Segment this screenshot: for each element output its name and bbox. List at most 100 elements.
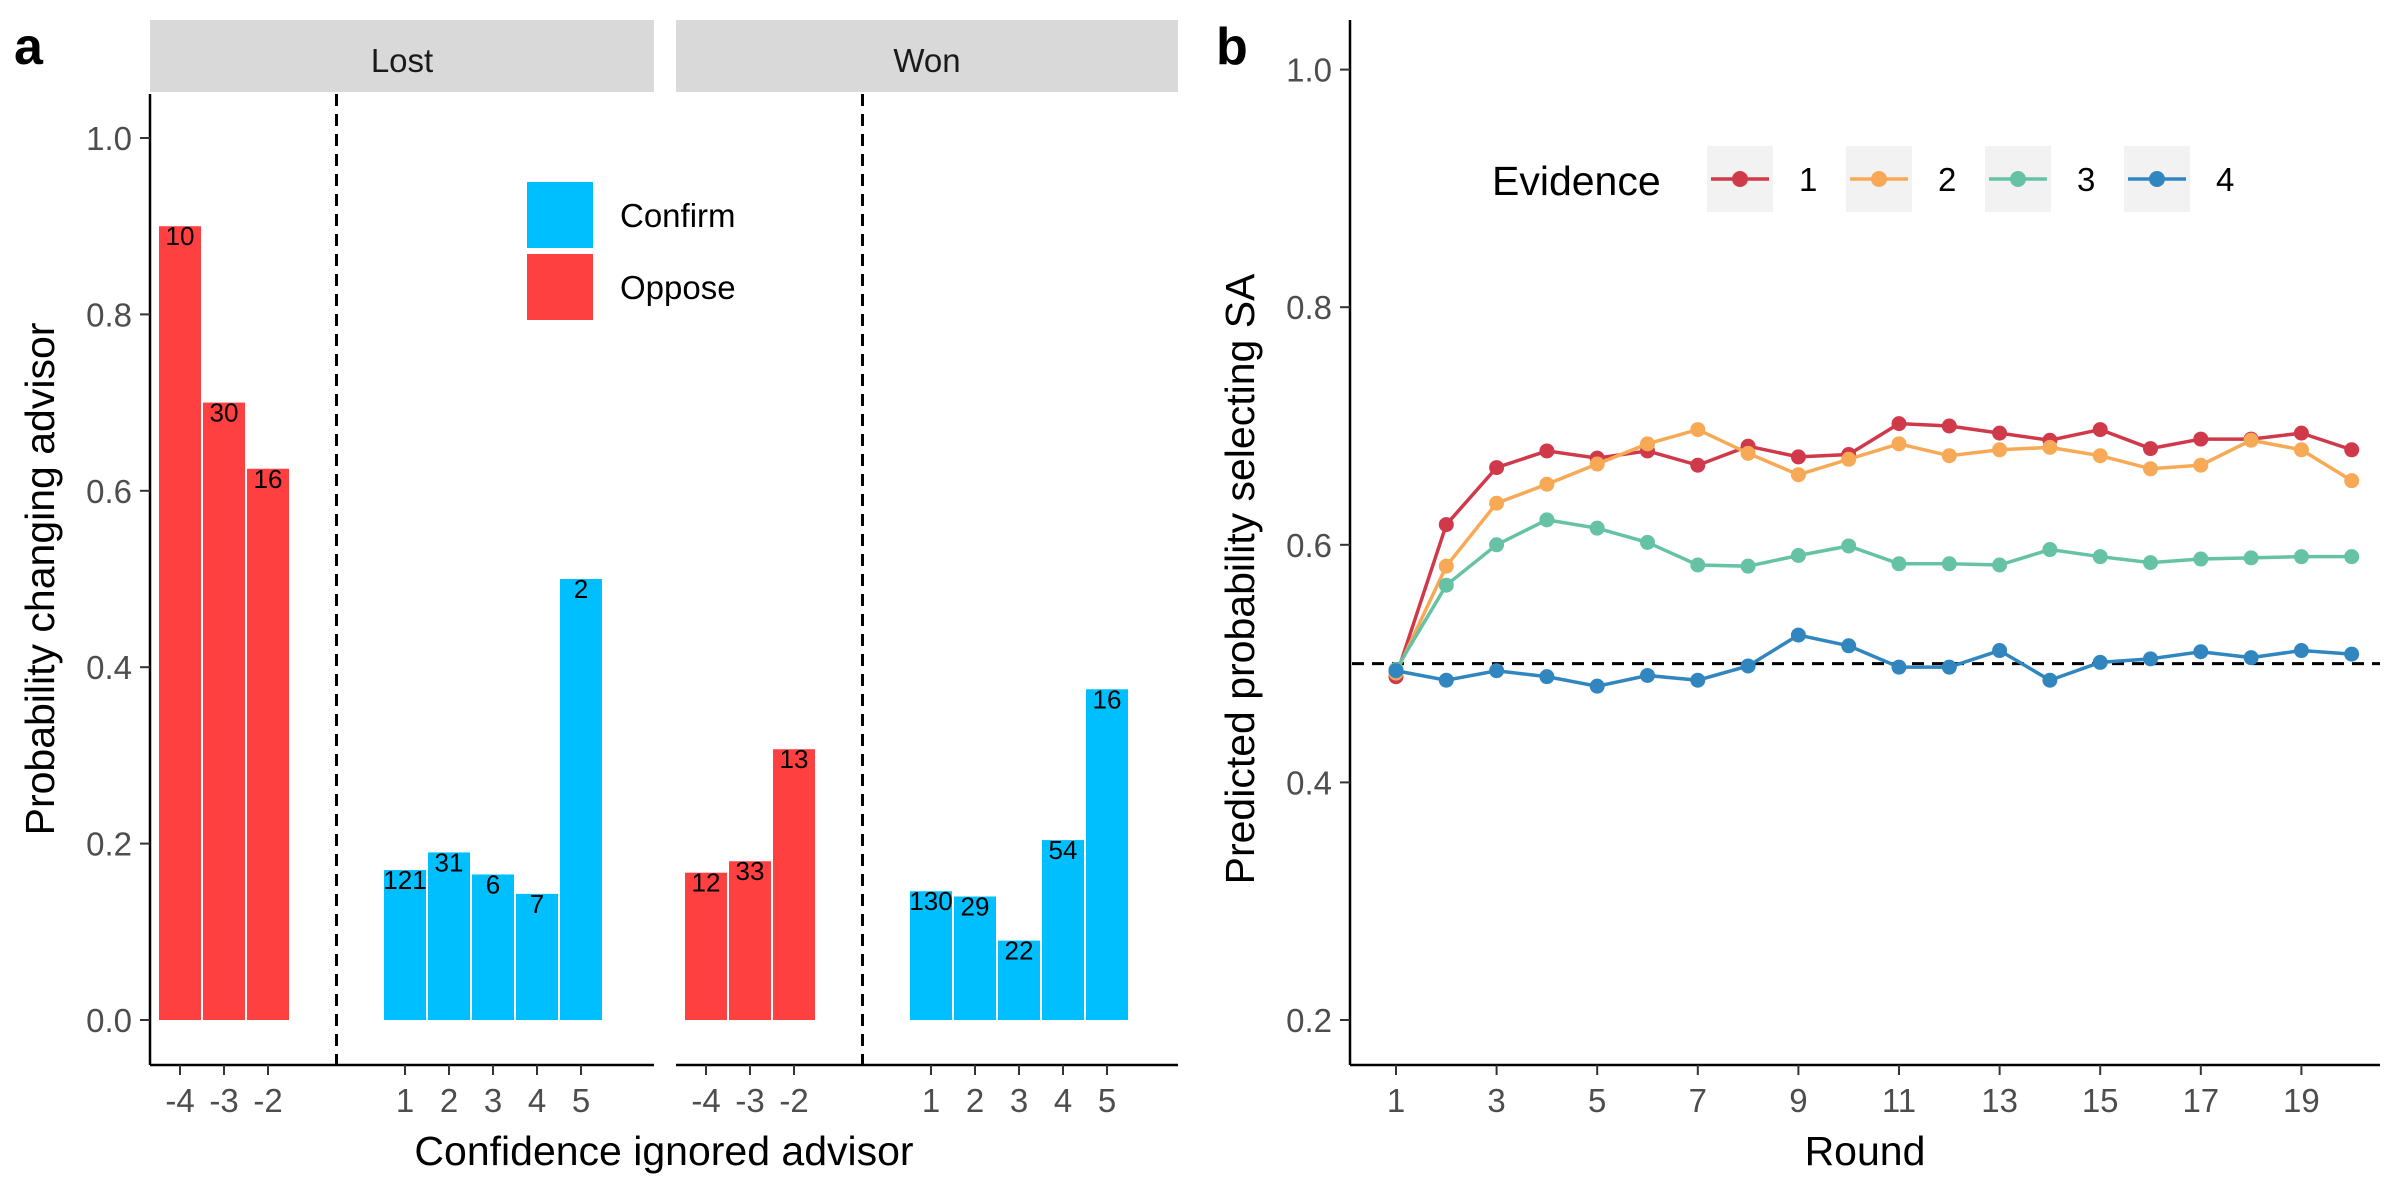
x-tick-label: 4 bbox=[528, 1082, 546, 1119]
data-point bbox=[1438, 517, 1454, 533]
data-point bbox=[2293, 425, 2309, 441]
bar-count-label: 16 bbox=[1093, 684, 1122, 714]
data-point bbox=[1841, 638, 1857, 654]
data-point bbox=[1589, 456, 1605, 472]
panel-letter-b: b bbox=[1216, 18, 1248, 76]
x-tick-label: -4 bbox=[165, 1082, 194, 1119]
data-point bbox=[2042, 439, 2058, 455]
facet-strip bbox=[676, 20, 1178, 92]
x-tick-label: 9 bbox=[1789, 1082, 1807, 1119]
data-point bbox=[1388, 663, 1404, 679]
bar bbox=[516, 893, 558, 1020]
x-axis-title: Confidence ignored advisor bbox=[414, 1128, 913, 1174]
data-point bbox=[1539, 669, 1555, 685]
bar bbox=[472, 874, 514, 1020]
x-tick-label: 3 bbox=[1487, 1082, 1505, 1119]
data-point bbox=[2293, 643, 2309, 659]
y-tick-label: 1.0 bbox=[1286, 52, 1332, 89]
y-tick-label: 0.2 bbox=[86, 826, 132, 863]
x-tick-label: 2 bbox=[966, 1082, 984, 1119]
data-point bbox=[2143, 555, 2158, 571]
data-point bbox=[2193, 431, 2209, 447]
data-point bbox=[2143, 461, 2158, 477]
bar bbox=[560, 579, 602, 1020]
x-tick-label: 4 bbox=[1054, 1082, 1072, 1119]
x-tick-label: -2 bbox=[779, 1082, 808, 1119]
x-tick-label: -4 bbox=[691, 1082, 720, 1119]
legend-label: Oppose bbox=[620, 269, 736, 306]
data-point bbox=[2193, 644, 2209, 660]
bar-count-label: 2 bbox=[574, 574, 588, 604]
x-tick-label: 13 bbox=[1981, 1082, 2018, 1119]
data-point bbox=[1992, 643, 2008, 659]
legend-label: 4 bbox=[2216, 161, 2234, 198]
data-point bbox=[2243, 550, 2259, 566]
bar-count-label: 16 bbox=[254, 464, 283, 494]
x-tick-label: 1 bbox=[1387, 1082, 1405, 1119]
y-axis-title: Predicted probability selecting SA bbox=[1217, 273, 1263, 884]
bar-count-label: 10 bbox=[166, 221, 195, 251]
data-point bbox=[1992, 442, 2008, 458]
data-point bbox=[1690, 422, 1706, 438]
data-point bbox=[1790, 467, 1806, 483]
bar bbox=[729, 861, 771, 1020]
data-point bbox=[1690, 557, 1706, 573]
bar-count-label: 54 bbox=[1049, 835, 1078, 865]
data-point bbox=[1891, 416, 1907, 432]
x-tick-label: -3 bbox=[209, 1082, 238, 1119]
x-tick-label: -3 bbox=[735, 1082, 764, 1119]
bar-count-label: 130 bbox=[909, 886, 952, 916]
data-point bbox=[2344, 473, 2360, 489]
data-point bbox=[2344, 646, 2360, 662]
data-point bbox=[1790, 627, 1806, 643]
x-tick-label: 11 bbox=[1882, 1082, 1916, 1119]
data-point bbox=[1941, 659, 1957, 675]
x-tick-label: 3 bbox=[1010, 1082, 1028, 1119]
data-point bbox=[2193, 551, 2209, 567]
y-tick-label: 0.4 bbox=[86, 649, 132, 686]
y-tick-label: 0.2 bbox=[1286, 1002, 1332, 1039]
bar-count-label: 29 bbox=[961, 892, 990, 922]
data-point bbox=[2344, 442, 2360, 458]
data-point bbox=[1438, 558, 1454, 574]
panel-b: b0.20.40.60.81.01 3 5 7 9 11 13 15 17 19RoundPred… bbox=[1216, 18, 2380, 1174]
x-tick-label: 19 bbox=[2283, 1082, 2320, 1119]
panel-letter-a: a bbox=[14, 18, 44, 76]
data-point bbox=[1539, 476, 1555, 492]
bar bbox=[247, 468, 289, 1020]
legend-swatch bbox=[527, 182, 593, 248]
data-point bbox=[1589, 520, 1605, 536]
data-point bbox=[2092, 654, 2108, 670]
x-axis-title: Round bbox=[1805, 1128, 1926, 1174]
data-point bbox=[1640, 436, 1655, 452]
bar bbox=[1042, 840, 1084, 1020]
data-point bbox=[1690, 457, 1706, 473]
data-point bbox=[1941, 556, 1957, 572]
bar-count-label: 121 bbox=[383, 865, 426, 895]
bar-count-label: 30 bbox=[210, 398, 239, 428]
series-line bbox=[1394, 427, 2353, 674]
data-point bbox=[2243, 650, 2259, 666]
data-point bbox=[1941, 418, 1957, 434]
bar bbox=[954, 896, 996, 1020]
bar-count-label: 22 bbox=[1005, 936, 1034, 966]
data-point bbox=[1690, 672, 1706, 688]
x-tick-label: 2 bbox=[440, 1082, 458, 1119]
bar bbox=[384, 870, 426, 1020]
bar-count-label: 13 bbox=[780, 744, 809, 774]
series-line bbox=[1395, 633, 2352, 688]
panel-a: a Lost Won0.00.20.40.60.81.010-430-316-212… bbox=[14, 18, 1178, 1174]
y-tick-label: 0.0 bbox=[86, 1002, 132, 1039]
x-tick-label: 3 bbox=[484, 1082, 502, 1119]
facet-strip-label: Lost bbox=[371, 42, 433, 79]
y-tick-label: 0.6 bbox=[1286, 527, 1332, 564]
bar bbox=[998, 940, 1040, 1020]
bar bbox=[203, 402, 245, 1021]
data-point bbox=[2293, 442, 2309, 458]
bar-count-label: 7 bbox=[530, 889, 544, 919]
data-point bbox=[2143, 651, 2158, 667]
bar bbox=[773, 749, 815, 1020]
data-point bbox=[1841, 451, 1857, 467]
data-point bbox=[1790, 449, 1806, 465]
data-point bbox=[1841, 538, 1857, 554]
